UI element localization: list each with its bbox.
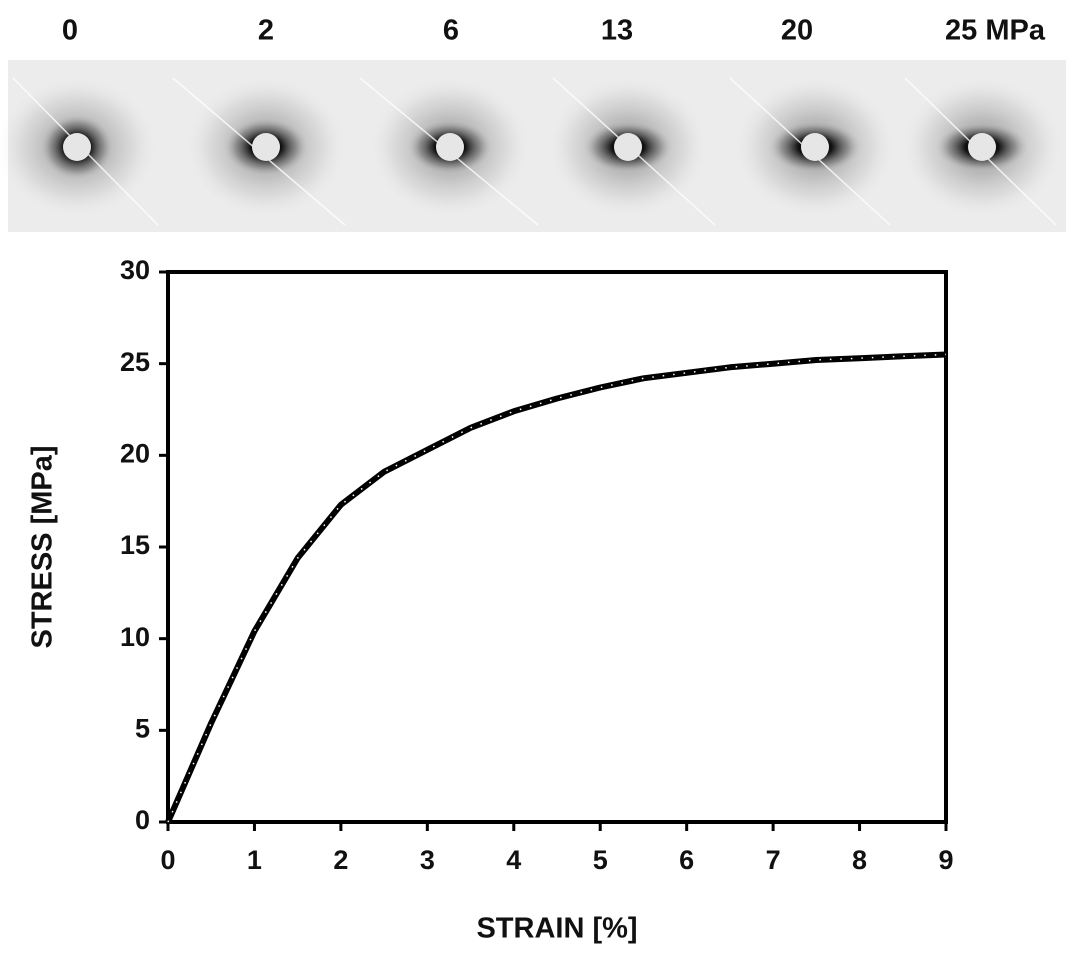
- y-tick-label: 25: [120, 347, 150, 377]
- x-tick-label: 5: [593, 845, 608, 875]
- y-tick-label: 30: [120, 255, 150, 285]
- x-tick-label: 2: [333, 845, 348, 875]
- pattern-label: 6: [443, 15, 459, 47]
- pattern-label: 13: [601, 15, 633, 47]
- x-tick-label: 8: [852, 845, 867, 875]
- x-tick-label: 4: [506, 845, 521, 875]
- x-tick-label: 1: [247, 845, 262, 875]
- y-tick-label: 20: [120, 438, 150, 468]
- pattern-label: 25 MPa: [945, 15, 1046, 47]
- pattern-label: 0: [62, 15, 78, 47]
- plot-frame: [166, 270, 948, 824]
- y-tick-label: 10: [120, 622, 150, 652]
- beamstop: [252, 133, 280, 161]
- beamstop: [614, 133, 642, 161]
- x-axis-title: STRAIN [%]: [476, 913, 637, 945]
- y-tick-label: 5: [135, 713, 150, 743]
- curve: [165, 351, 947, 824]
- beamstop: [436, 133, 464, 161]
- x-tick-label: 3: [420, 845, 435, 875]
- y-tick-label: 15: [120, 530, 150, 560]
- x-tick-label: 9: [938, 845, 953, 875]
- curve-dots: [167, 353, 947, 823]
- scattering-patterns: 0 2 6 13 20 25 MPa: [0, 15, 1066, 232]
- pattern-label: 20: [781, 15, 813, 47]
- pattern-label: 2: [258, 15, 274, 47]
- x-tick-label: 0: [160, 845, 175, 875]
- beamstop: [968, 133, 996, 161]
- beamstop: [63, 133, 91, 161]
- beamstop: [801, 133, 829, 161]
- x-tick-label: 6: [679, 845, 694, 875]
- y-axis-title: STRESS [MPa]: [27, 445, 59, 648]
- x-tick-label: 7: [766, 845, 781, 875]
- y-tick-label: 0: [135, 805, 150, 835]
